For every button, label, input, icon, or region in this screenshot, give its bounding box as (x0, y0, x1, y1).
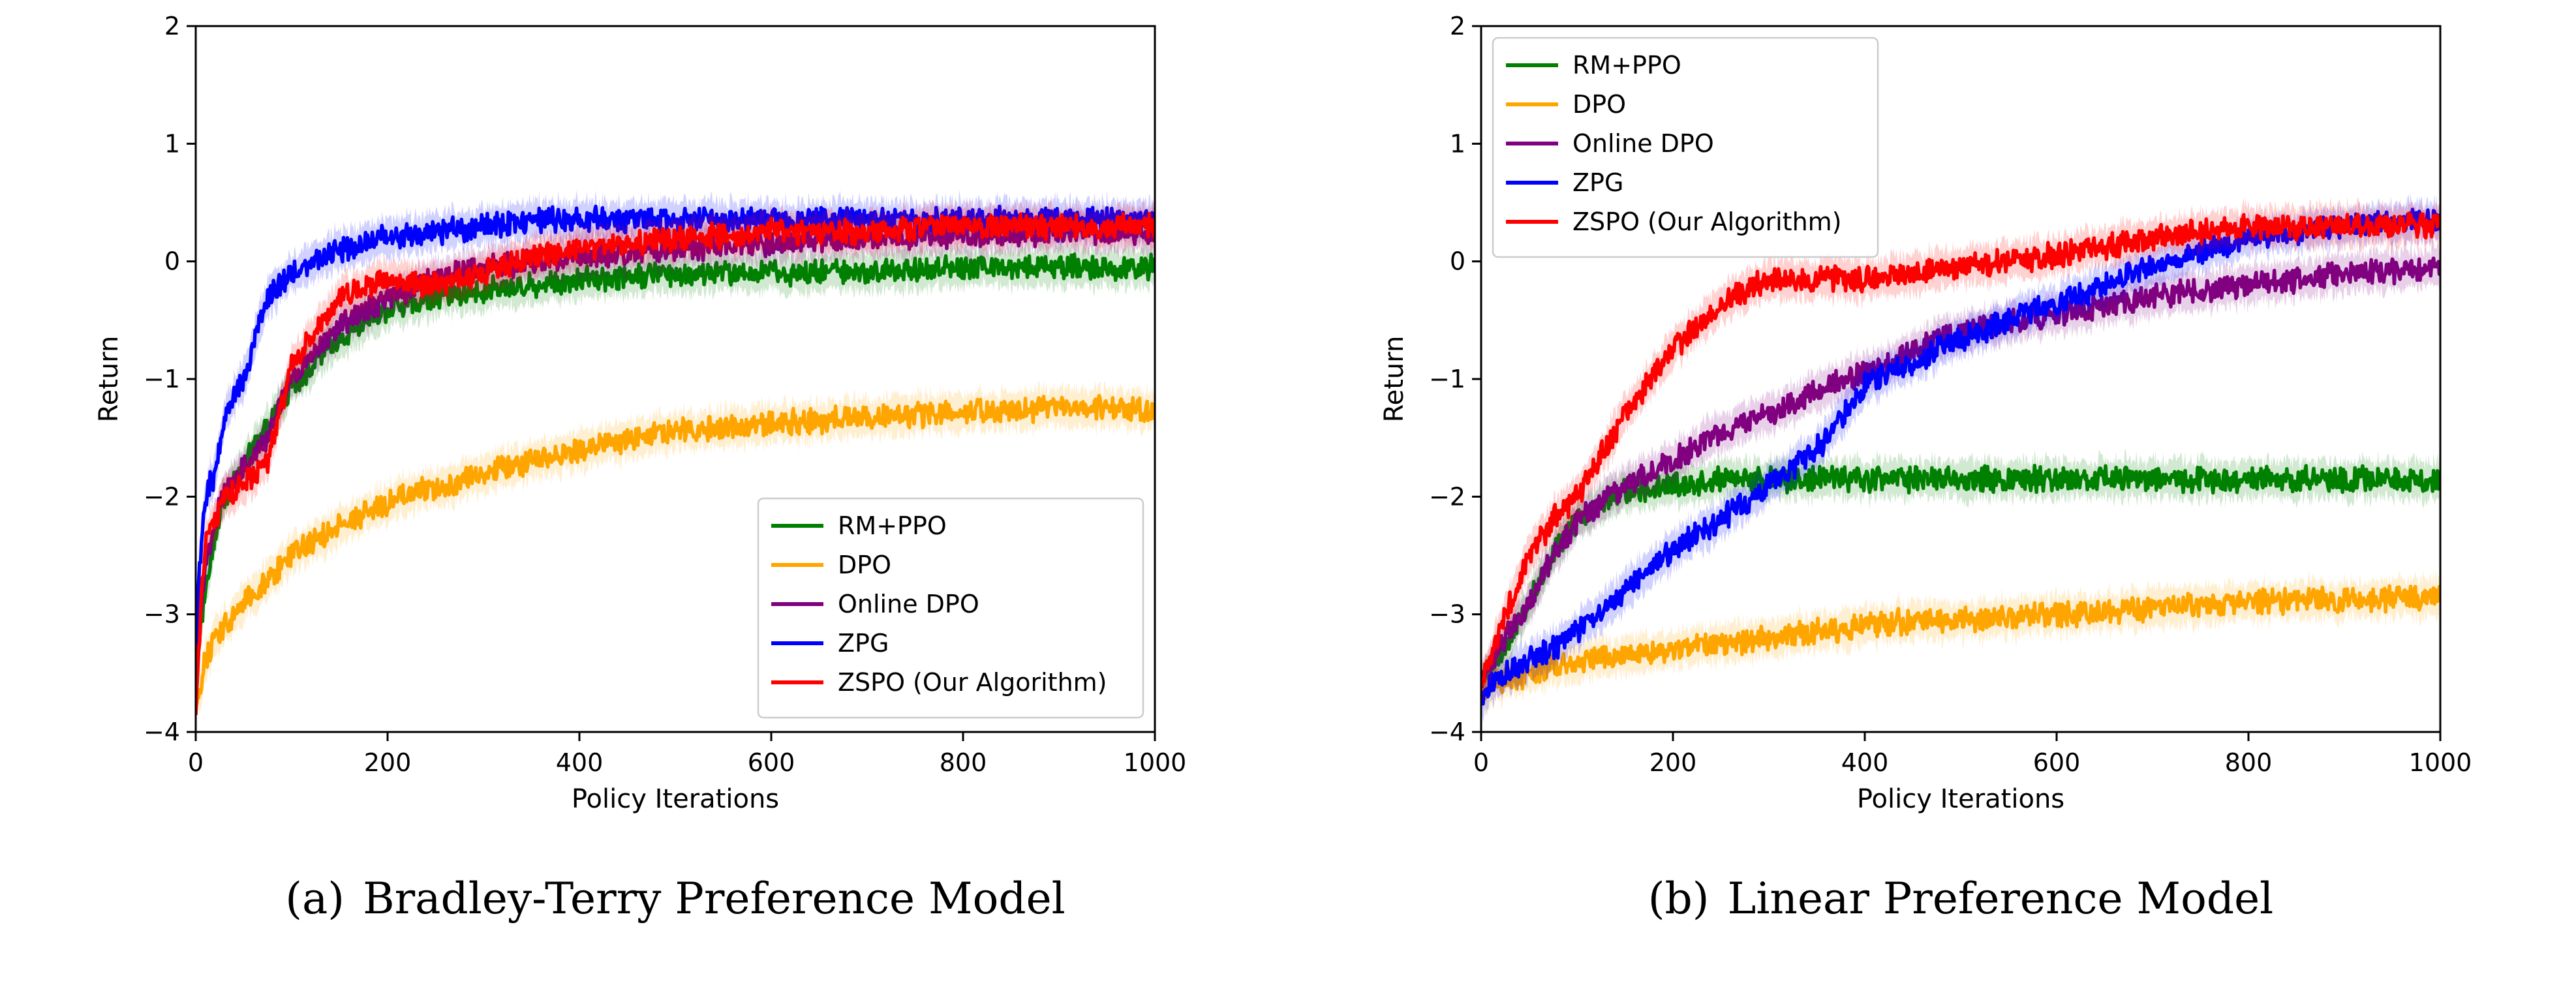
legend-label-zpg: ZPG (1572, 168, 1623, 197)
y-tick-label: −3 (1429, 600, 1465, 629)
series-band-online-dpo (196, 204, 1155, 685)
series-line-rm-ppo (1481, 463, 2440, 697)
y-tick-label: 2 (164, 12, 180, 40)
legend: RM+PPO DPO Online DPO ZPG ZSPO (Our Algorith… (1492, 37, 1879, 258)
y-axis-label: Return (94, 336, 124, 423)
series-band-zpg (196, 189, 1155, 665)
x-tick-label: 600 (2033, 748, 2081, 777)
x-tick-label: 800 (940, 748, 987, 777)
y-tick-label: 1 (1450, 129, 1465, 158)
caption-title: Linear Preference Model (1728, 874, 2274, 924)
series-line-rm-ppo (196, 252, 1155, 650)
x-tick-label: 800 (2225, 748, 2273, 777)
caption-title: Bradley-Terry Preference Model (363, 874, 1066, 924)
legend-label-zspo-our-algorithm: ZSPO (Our Algorithm) (1572, 207, 1842, 236)
y-tick-label: −2 (144, 482, 180, 511)
x-tick-label: 1000 (1124, 748, 1187, 777)
caption-tag: (b) (1648, 874, 1710, 924)
x-tick-label: 400 (556, 748, 604, 777)
y-tick-label: −4 (1429, 718, 1465, 746)
plot-area (1481, 193, 2440, 723)
legend-label-online-dpo: Online DPO (1572, 129, 1714, 158)
legend-label-rm-ppo: RM+PPO (838, 511, 947, 540)
series-line-zspo-our-algorithm (1481, 211, 2440, 687)
y-tick-label: −1 (144, 365, 180, 393)
legend-label-rm-ppo: RM+PPO (1572, 51, 1681, 80)
x-tick-label: 200 (364, 748, 412, 777)
legend-label-dpo: DPO (1572, 90, 1626, 119)
legend-box (757, 497, 1144, 719)
y-tick-label: 1 (164, 129, 180, 158)
y-tick-label: 0 (1450, 247, 1465, 276)
caption: (b) Linear Preference Model (1648, 874, 2273, 924)
plot-area (196, 189, 1155, 732)
x-tick-label: 1000 (2409, 748, 2472, 777)
y-tick-label: 2 (1450, 12, 1465, 40)
legend-label-online-dpo: Online DPO (838, 590, 979, 618)
y-tick-label: −3 (144, 600, 180, 629)
y-axis-label: Return (1379, 336, 1409, 423)
x-tick-label: 400 (1841, 748, 1889, 777)
x-tick-label: 200 (1649, 748, 1697, 777)
x-tick-label: 600 (748, 748, 795, 777)
y-tick-label: −4 (144, 718, 180, 746)
y-tick-label: 0 (164, 247, 180, 276)
legend: RM+PPO DPO Online DPO ZPG ZSPO (Our Algorith… (757, 497, 1144, 719)
series-line-zspo-our-algorithm (196, 211, 1155, 716)
y-tick-label: −1 (1429, 365, 1465, 393)
legend-label-dpo: DPO (838, 551, 891, 579)
legend-label-zspo-our-algorithm: ZSPO (Our Algorithm) (838, 668, 1107, 697)
series-line-dpo (196, 393, 1155, 708)
y-tick-label: −2 (1429, 482, 1465, 511)
series-band-zspo-our-algorithm (1481, 196, 2440, 703)
legend-label-zpg: ZPG (838, 629, 889, 658)
x-axis-label: Policy Iterations (572, 784, 779, 814)
caption: (a) Bradley-Terry Preference Model (285, 874, 1066, 924)
series-band-dpo (196, 378, 1155, 732)
chart-panel-b: 0 200 400 600 800 1000 −4 −3 −2 −1 0 1 2 Policy Itera… (1379, 12, 2472, 924)
x-tick-label: 0 (188, 748, 204, 777)
caption-tag: (a) (285, 874, 345, 924)
chart-panel-a: 0 200 400 600 800 1000 −4 −3 −2 −1 0 1 2 Policy Itera… (94, 12, 1186, 924)
x-axis-label: Policy Iterations (1857, 784, 2064, 814)
series-line-dpo (1481, 584, 2440, 704)
legend-box (1492, 37, 1879, 258)
x-tick-label: 0 (1473, 748, 1489, 777)
